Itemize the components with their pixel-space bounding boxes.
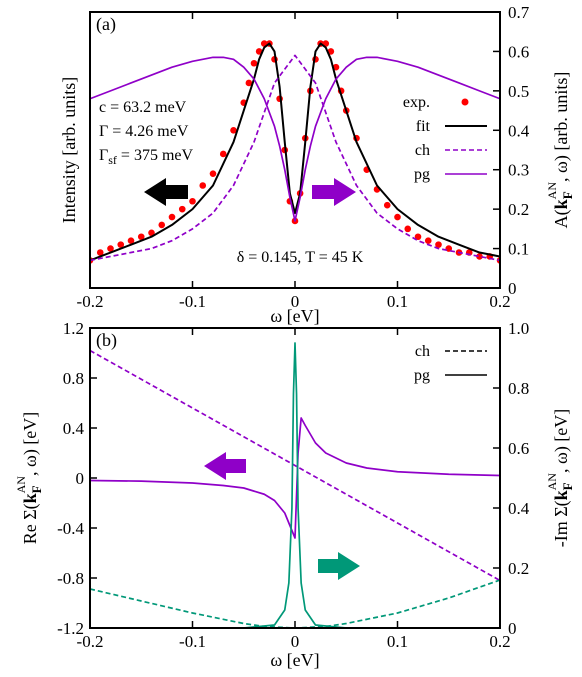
right-y-tick-label: 0.5 — [508, 82, 529, 101]
panel-a-left-ylabel: Intensity [arb. units] — [59, 77, 79, 223]
series-pg-line — [90, 56, 500, 222]
left-y-tick-label: 0.8 — [63, 369, 84, 388]
x-tick-label: -0.1 — [179, 632, 206, 651]
series-exp-point — [394, 213, 401, 221]
right-y-tick-label: 1.0 — [508, 319, 529, 338]
panel-b-frame — [89, 327, 501, 629]
right-arrow-icon — [312, 178, 356, 206]
x-tick-label: -0.2 — [77, 632, 104, 651]
right-y-tick-label: 0.1 — [508, 240, 529, 259]
x-tick-label: 0.1 — [387, 292, 408, 311]
x-tick-label: 0 — [291, 292, 300, 311]
series-exp-point — [168, 213, 176, 221]
series-exp-point — [158, 221, 166, 229]
x-tick-label: -0.1 — [179, 292, 206, 311]
left-y-tick-label: 0.4 — [63, 419, 85, 438]
panel-b-right-ylabel: -Im Σ(kFAN, ω) [eV] — [545, 409, 575, 548]
legend-fit-label: fit — [416, 118, 431, 135]
panel-b-ticks: -0.2 -0.1 0 0.1 0.200.20.40.60.81.0-1.2-0.8-… — [57, 319, 530, 651]
panel-b: -0.2 -0.1 0 0.1 0.200.20.40.60.81.0-1.2-0.8-… — [14, 319, 575, 670]
series-ch-im-line — [90, 579, 500, 628]
x-tick-label: 0.1 — [387, 632, 408, 651]
series-exp-point — [178, 205, 186, 213]
right-y-tick-label: 0.7 — [508, 3, 530, 22]
legend-exp-marker — [461, 98, 469, 106]
series-exp-point — [189, 197, 196, 205]
legend-pg-label: pg — [414, 166, 430, 183]
series-exp-point — [127, 237, 135, 244]
panel-a-plot-area — [90, 40, 500, 264]
series-exp-point — [250, 59, 258, 67]
right-y-tick-label: 0.3 — [508, 161, 529, 180]
series-fit-line — [90, 42, 500, 262]
legend-pg-label: pg — [414, 367, 430, 384]
series-exp-point — [219, 150, 227, 158]
panel-b-legend: ch pg — [414, 343, 487, 384]
left-y-tick-label: -1.2 — [57, 619, 84, 638]
panel-b-label: (b) — [96, 330, 117, 351]
x-tick-label: 0.2 — [489, 632, 510, 651]
annotation-c: c = 63.2 meV — [99, 99, 187, 116]
left-y-tick-label: -0.4 — [57, 519, 84, 538]
panel-a-ticks: -0.2 -0.1 0 0.1 0.200.10.20.30.40.50.60.7 — [77, 3, 530, 311]
panel-b-plot-area — [90, 342, 500, 628]
panel-a-xlabel: ω [eV] — [270, 306, 319, 326]
series-exp-point — [209, 170, 217, 177]
panel-a: -0.2 -0.1 0 0.1 0.200.10.20.30.40.50.60.7 (a… — [59, 3, 575, 326]
right-y-tick-label: 0.6 — [508, 42, 529, 61]
right-y-tick-label: 0.8 — [508, 379, 529, 398]
series-exp-point — [117, 241, 125, 248]
annotation-gamma-sf: Γsf = 375 meV — [99, 147, 193, 167]
series-ch-re-line — [90, 349, 500, 582]
series-ch-line — [90, 54, 500, 262]
left-y-tick-label: 1.2 — [63, 319, 84, 338]
x-tick-label: 0 — [291, 632, 300, 651]
right-y-tick-label: 0 — [508, 619, 517, 638]
right-y-tick-label: 0.2 — [508, 200, 529, 219]
series-exp-point — [199, 182, 207, 189]
series-exp-point — [148, 229, 155, 237]
series-exp-point — [414, 233, 422, 241]
series-exp-point — [230, 126, 237, 134]
panel-b-xlabel: ω [eV] — [270, 650, 319, 670]
panel-a-label: (a) — [96, 14, 116, 35]
series-exp-point — [476, 253, 483, 260]
right-y-tick-label: 0 — [508, 279, 517, 298]
series-exp-point — [404, 225, 412, 233]
right-y-tick-label: 0.4 — [508, 499, 530, 518]
panel-b-left-ylabel: Re Σ(kFAN, ω) [eV] — [14, 412, 44, 545]
series-exp-point — [96, 249, 104, 256]
left-arrow-icon — [204, 452, 246, 480]
legend-ch-label: ch — [415, 142, 430, 159]
left-arrow-icon — [144, 178, 188, 206]
right-y-tick-label: 0.6 — [508, 439, 529, 458]
annotation-gamma: Γ = 4.26 meV — [99, 123, 189, 140]
series-exp-point — [245, 79, 253, 87]
x-tick-label: -0.2 — [77, 292, 104, 311]
annotation-params: δ = 0.145, T = 45 K — [237, 249, 364, 266]
left-y-tick-label: -0.8 — [57, 569, 84, 588]
series-pg-re-line — [90, 417, 500, 539]
series-exp-point — [107, 245, 114, 252]
panel-a-legend: exp. fit ch pg — [403, 94, 487, 183]
legend-ch-label: ch — [415, 343, 430, 360]
series-pg-im-line — [90, 342, 500, 628]
legend-exp-label: exp. — [403, 94, 430, 111]
right-arrow-icon — [318, 552, 360, 580]
series-exp-point — [424, 237, 432, 244]
series-exp-point — [435, 241, 442, 248]
series-exp-point — [383, 201, 391, 209]
series-exp-point — [137, 233, 145, 241]
right-y-tick-label: 0.4 — [508, 121, 530, 140]
x-tick-label: 0.2 — [489, 292, 510, 311]
panel-a-right-ylabel: A(kFAN, ω) [arb. units] — [545, 72, 575, 229]
left-y-tick-label: 0 — [76, 469, 85, 488]
right-y-tick-label: 0.2 — [508, 559, 529, 578]
